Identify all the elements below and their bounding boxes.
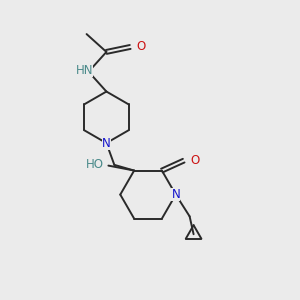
Text: HN: HN: [76, 64, 93, 77]
Text: N: N: [102, 136, 111, 150]
Text: O: O: [136, 40, 146, 53]
Text: O: O: [190, 154, 199, 167]
Text: N: N: [171, 188, 180, 201]
Text: HO: HO: [85, 158, 103, 171]
